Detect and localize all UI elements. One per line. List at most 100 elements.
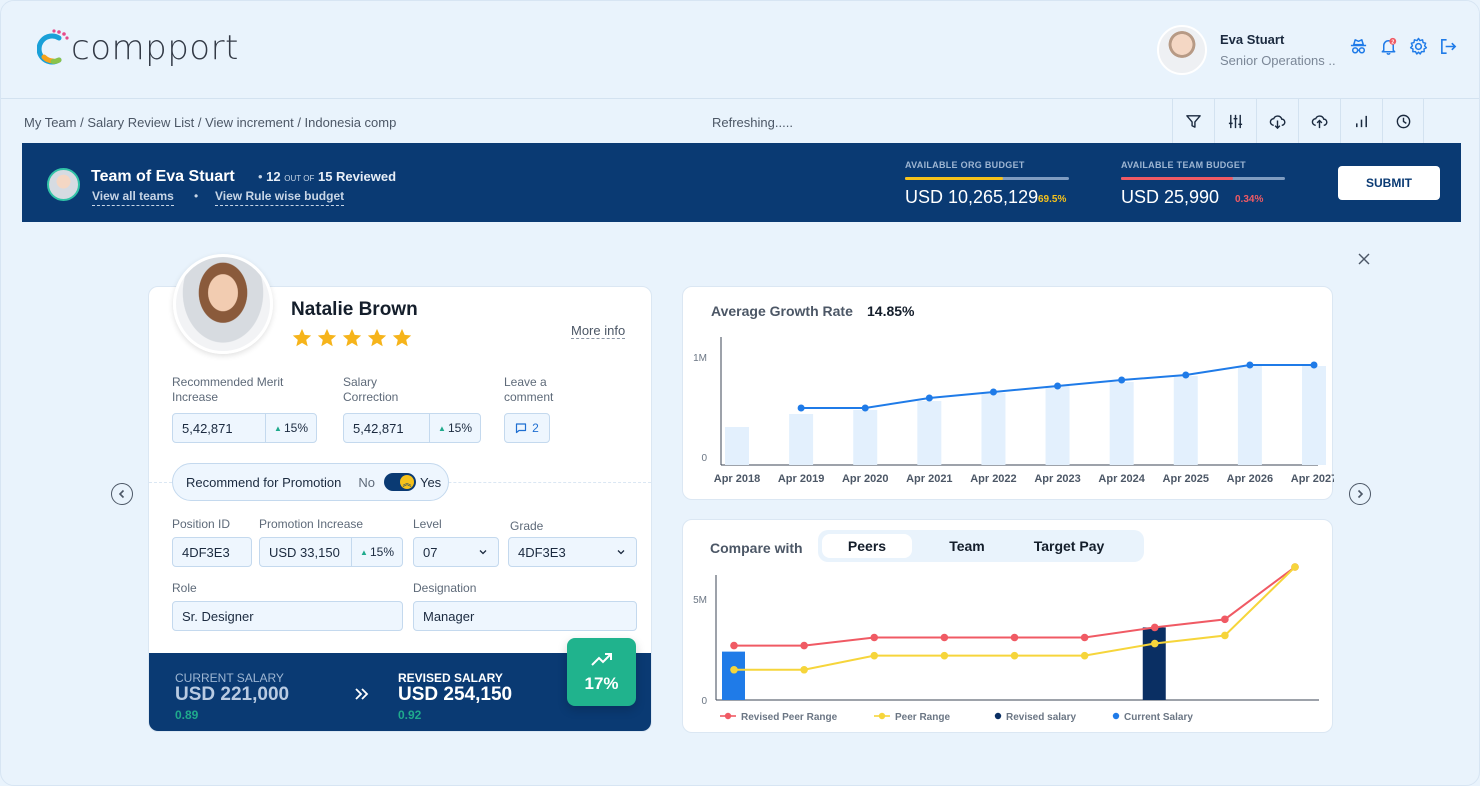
trending-up-icon <box>590 652 612 666</box>
close-icon[interactable] <box>1357 252 1371 266</box>
gear-icon[interactable] <box>1409 37 1428 56</box>
filter-button[interactable] <box>1172 99 1214 143</box>
reports-button[interactable] <box>1340 99 1382 143</box>
peer-range-point <box>1010 651 1019 660</box>
merit-label: Recommended Merit Increase <box>172 375 284 404</box>
user-avatar <box>1157 25 1207 75</box>
revised-peer-point <box>940 633 949 642</box>
designation-label: Designation <box>413 581 477 595</box>
current-salary-label: CURRENT SALARY <box>175 671 284 685</box>
toolbar <box>1172 99 1424 143</box>
growth-chart-value: 14.85% <box>867 303 915 319</box>
tab-target-pay[interactable]: Target Pay <box>1033 538 1105 554</box>
x-tick-label: Apr 2025 <box>1163 473 1209 485</box>
comment-count: 2 <box>532 421 539 435</box>
growth-chart-title: Average Growth Rate <box>711 303 853 319</box>
adjust-button[interactable] <box>1214 99 1256 143</box>
history-button[interactable] <box>1382 99 1424 143</box>
cloud-download-icon <box>1269 114 1286 129</box>
revised-peer-point <box>1080 633 1089 642</box>
salary-summary: CURRENT SALARY USD 221,000 0.89 REVISED … <box>149 653 651 731</box>
level-select[interactable]: 07 <box>413 537 499 567</box>
revised-peer-point <box>1150 623 1159 632</box>
role-label: Role <box>172 581 197 595</box>
star-icon <box>392 328 412 347</box>
revised-salary-ratio: 0.92 <box>398 708 422 722</box>
employee-name: Natalie Brown <box>291 299 418 320</box>
merit-pct-value: 15% <box>283 421 308 435</box>
chevron-right-icon <box>1357 489 1364 499</box>
peer-range-point <box>1150 639 1159 648</box>
team-budget-label: AVAILABLE TEAM BUDGET <box>1121 160 1246 170</box>
bar <box>1109 382 1134 465</box>
x-tick-label: Apr 2026 <box>1227 473 1273 485</box>
legend-swatch <box>1112 712 1120 720</box>
filter-icon <box>1186 114 1201 128</box>
promotion-toggle[interactable]: ︽ <box>383 473 416 491</box>
tab-peers[interactable]: Peers <box>822 534 912 558</box>
bar <box>789 414 814 465</box>
line-point <box>861 404 869 412</box>
comment-icon <box>516 423 527 434</box>
y-tick-label: 0 <box>701 453 707 464</box>
user-profile[interactable]: Eva Stuart Senior Operations .. <box>1157 25 1336 75</box>
team-budget-pct: 0.34% <box>1235 194 1264 205</box>
compare-tabs: Peers Team Target Pay <box>818 530 1144 562</box>
compare-title: Compare with <box>710 540 803 556</box>
spy-icon[interactable] <box>1349 37 1368 56</box>
header-actions: 2 <box>1349 37 1458 56</box>
x-tick-label: Apr 2023 <box>1034 473 1080 485</box>
view-rule-budget-link[interactable]: View Rule wise budget <box>215 189 345 206</box>
line-point <box>1310 361 1318 369</box>
chevron-left-icon <box>118 489 125 499</box>
legend-swatch <box>878 712 886 720</box>
position-value: 4DF3E3 <box>182 544 230 560</box>
promotion-no-label: No <box>358 474 375 490</box>
logo-text: compport <box>71 28 239 68</box>
more-info-link[interactable]: More info <box>571 323 626 339</box>
reviewed-total: 15 Reviewed <box>317 169 397 184</box>
logout-icon[interactable] <box>1439 37 1458 56</box>
download-button[interactable] <box>1256 99 1298 143</box>
role-value: Sr. Designer <box>182 608 254 624</box>
view-all-teams-link[interactable]: View all teams <box>92 189 174 206</box>
x-tick-label: Apr 2019 <box>778 473 824 485</box>
logo-mark-icon <box>37 29 69 65</box>
bell-icon[interactable]: 2 <box>1379 37 1398 56</box>
out-of-label: OUT OF <box>284 174 315 183</box>
revised-salary-label: REVISED SALARY <box>398 671 503 685</box>
comment-button[interactable]: 2 <box>504 413 550 443</box>
team-budget-fill <box>1121 177 1233 180</box>
team-budget-bar <box>1121 177 1285 180</box>
position-input[interactable]: 4DF3E3 <box>172 537 252 567</box>
correction-pct-value: 15% <box>447 421 472 435</box>
previous-employee-button[interactable] <box>111 483 133 505</box>
team-title: Team of Eva Stuart <box>91 168 235 185</box>
compare-chart: 5M 0 Revised Peer Range Peer Range Revised s… <box>693 563 1319 723</box>
employee-photo <box>173 254 273 354</box>
merit-input[interactable]: 5,42,871 ▲ 15% <box>172 413 317 443</box>
grade-select[interactable]: 4DF3E3 <box>508 537 637 567</box>
bar-chart-icon <box>1356 115 1367 127</box>
link-separator: • <box>194 189 199 203</box>
growth-chart-card: Average Growth Rate 14.85% 1M 0 Apr 2018 Ap… <box>682 286 1334 500</box>
upload-button[interactable] <box>1298 99 1340 143</box>
tab-team[interactable]: Team <box>949 538 985 554</box>
compport-logo[interactable]: compport <box>37 27 239 69</box>
breadcrumb[interactable]: My Team / Salary Review List / View incr… <box>24 115 397 130</box>
peer-range-point <box>1080 651 1089 660</box>
promotion-toggle-row: Recommend for Promotion No ︽ Yes <box>172 463 449 501</box>
bar <box>1045 386 1070 465</box>
notification-count: 2 <box>1391 39 1394 45</box>
submit-button[interactable]: SUBMIT <box>1338 166 1440 200</box>
line-point <box>1118 376 1126 384</box>
y-tick-label: 0 <box>701 696 707 707</box>
revised-peer-point <box>730 641 738 650</box>
level-label: Level <box>413 517 442 531</box>
designation-input[interactable]: Manager <box>413 601 637 631</box>
role-input[interactable]: Sr. Designer <box>172 601 403 631</box>
next-employee-button[interactable] <box>1349 483 1371 505</box>
correction-input[interactable]: 5,42,871 ▲ 15% <box>343 413 481 443</box>
promotion-increase-input[interactable]: USD 33,150 ▲ 15% <box>259 537 403 567</box>
